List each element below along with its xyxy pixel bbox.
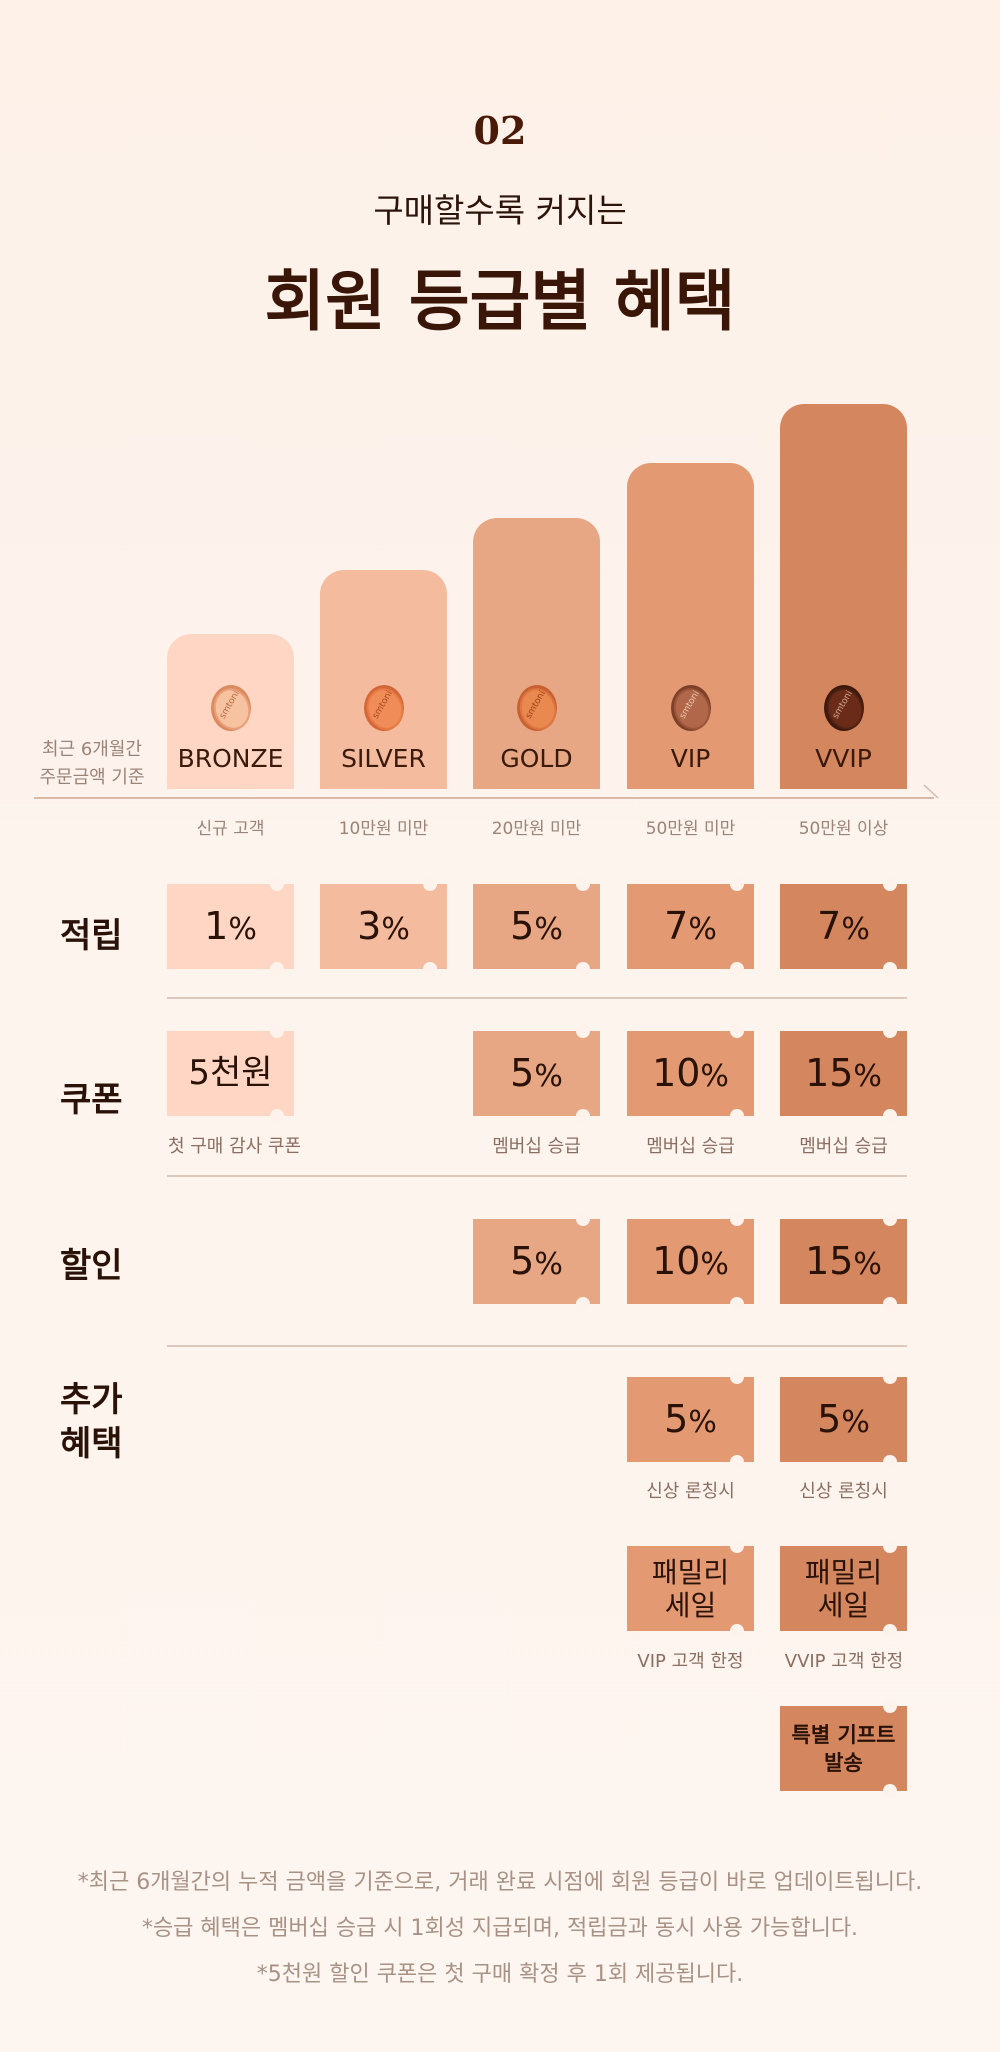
- row-label-discount: 할인: [60, 1246, 123, 1286]
- baseline-arrow: [923, 784, 939, 799]
- caption-extra-launch-vvip: 신상 론칭시: [799, 1481, 888, 1502]
- row-label-coupon: 쿠폰: [60, 1080, 123, 1120]
- criteria-gold: 20만원 미만: [491, 819, 582, 839]
- footnote: *최근 6개월간의 누적 금액을 기준으로, 거래 완료 시점에 회원 등급이 …: [77, 1870, 923, 1895]
- caption-extra-launch-vip: 신상 론칭시: [646, 1481, 735, 1502]
- divider: [167, 997, 907, 999]
- bar-silver: [320, 570, 447, 789]
- bar-vvip: [780, 404, 907, 789]
- tier-name-vip: VIP: [670, 744, 711, 773]
- caption-extra-family-vip: VIP 고객 한정: [637, 1651, 744, 1672]
- vvip-coin-icon: smtoni: [821, 683, 869, 735]
- ticket-extra-launch-vvip: 5%: [780, 1370, 907, 1469]
- section-number: 02: [473, 108, 527, 153]
- tier-name-vvip: VVIP: [815, 744, 872, 773]
- ticket-points-bronze: 1%: [167, 877, 294, 976]
- divider: [167, 1175, 907, 1177]
- criteria-label: 최근 6개월간 주문금액 기준: [39, 739, 145, 788]
- row-label-points: 적립: [60, 916, 123, 956]
- gold-coin-icon: smtoni: [514, 683, 562, 735]
- criteria-silver: 10만원 미만: [338, 819, 429, 839]
- caption-coupon-gold: 멤버십 승급: [492, 1136, 581, 1157]
- ticket-coupon-bronze: 5천원: [167, 1024, 294, 1123]
- ticket-points-vip: 7%: [627, 877, 754, 976]
- ticket-points-silver: 3%: [320, 877, 447, 976]
- caption-coupon-vip: 멤버십 승급: [646, 1136, 735, 1157]
- page-title: 회원 등급별 혜택: [264, 263, 736, 340]
- vip-coin-icon: smtoni: [668, 683, 716, 735]
- silver-coin-icon: smtoni: [361, 683, 409, 735]
- section-subtitle: 구매할수록 커지는: [373, 191, 627, 230]
- caption-coupon-vvip: 멤버십 승급: [799, 1136, 888, 1157]
- ticket-discount-vvip: 15%: [780, 1212, 907, 1311]
- criteria-bronze: 신규 고객: [196, 819, 265, 839]
- ticket-extra-family-vip: 패밀리 세일: [627, 1539, 754, 1638]
- caption-extra-family-vvip: VVIP 고객 한정: [784, 1651, 904, 1672]
- criteria-vip: 50만원 미만: [645, 819, 736, 839]
- ticket-discount-vip: 10%: [627, 1212, 754, 1311]
- ticket-points-vvip: 7%: [780, 877, 907, 976]
- criteria-vvip: 50만원 이상: [798, 819, 889, 839]
- footnote: *5천원 할인 쿠폰은 첫 구매 확정 후 1회 제공됩니다.: [256, 1962, 744, 1987]
- ticket-coupon-gold: 5%: [473, 1024, 600, 1123]
- divider: [167, 1345, 907, 1347]
- row-label-extra: 추가 혜택: [60, 1380, 123, 1464]
- bar-vip: [627, 463, 754, 789]
- bar-gold: [473, 518, 600, 789]
- bronze-coin-icon: smtoni: [208, 683, 256, 735]
- ticket-discount-gold: 5%: [473, 1212, 600, 1311]
- ticket-extra-family-vvip: 패밀리 세일: [780, 1539, 907, 1638]
- baseline: [34, 797, 934, 799]
- ticket-coupon-vvip: 15%: [780, 1024, 907, 1123]
- tier-name-bronze: BRONZE: [177, 744, 284, 773]
- ticket-coupon-vip: 10%: [627, 1024, 754, 1123]
- footnote: *승급 혜택은 멤버십 승급 시 1회성 지급되며, 적립금과 동시 사용 가능…: [141, 1916, 859, 1941]
- caption-coupon-bronze: 첫 구매 감사 쿠폰: [167, 1136, 302, 1157]
- tier-name-silver: SILVER: [341, 744, 426, 773]
- ticket-extra-gift-vvip: 특별 기프트 발송: [780, 1699, 907, 1798]
- ticket-points-gold: 5%: [473, 877, 600, 976]
- ticket-extra-launch-vip: 5%: [627, 1370, 754, 1469]
- tier-name-gold: GOLD: [500, 744, 573, 773]
